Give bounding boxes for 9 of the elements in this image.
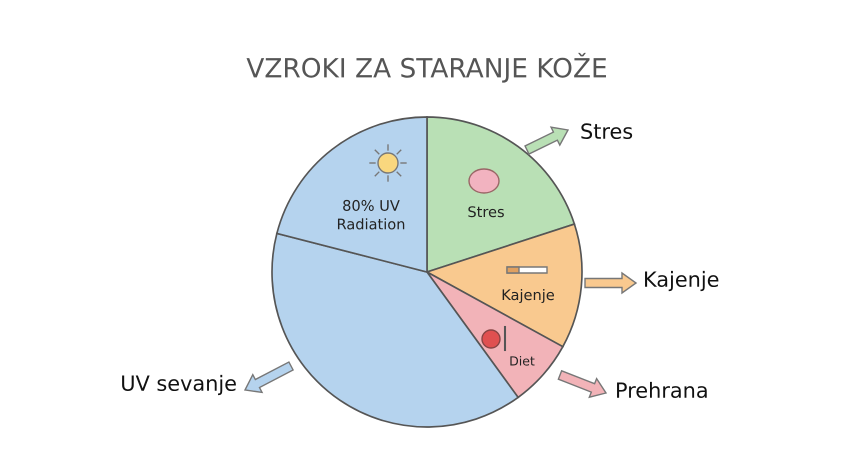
slice-label: Stres xyxy=(468,206,504,218)
text: UV sevanje xyxy=(122,374,236,396)
chart-title: VZROKI ZA STARANJE KOŽE xyxy=(246,52,606,83)
slice-label: Diet xyxy=(510,356,535,366)
slice-label: Kajenje xyxy=(502,288,554,304)
text: Prehrana xyxy=(617,382,707,398)
text: Stres xyxy=(581,123,632,140)
text: Kajenje xyxy=(645,270,718,292)
slice-label: 80% UV Radiation xyxy=(338,200,404,230)
